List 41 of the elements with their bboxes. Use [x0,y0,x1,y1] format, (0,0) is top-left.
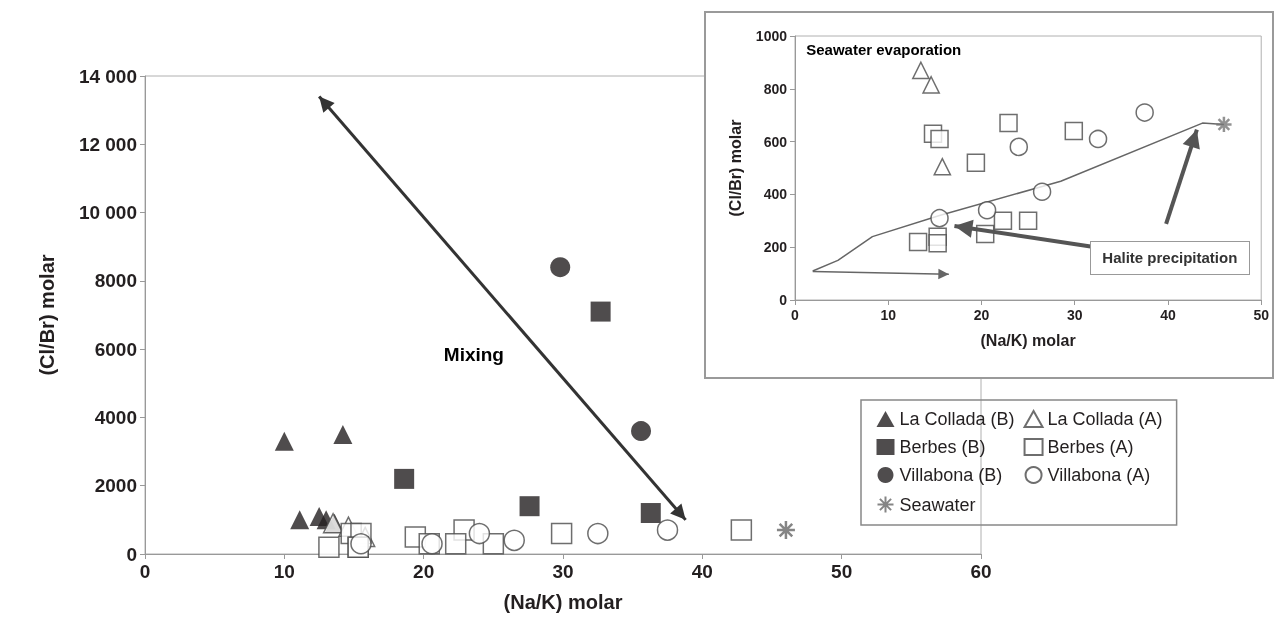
legend-label: La Collada (A) [1047,409,1163,429]
x-tick-label: 20 [413,561,435,582]
legend-label: Berbes (B) [899,437,986,457]
x-tick-label: 10 [880,307,897,323]
x-tick-label: 30 [552,561,574,582]
x-tick-label: 40 [691,561,713,582]
legend-label: Villabona (B) [899,465,1003,485]
x-tick-label: 0 [139,561,151,582]
y-tick-label: 10 000 [78,202,137,224]
y-axis-title: (Cl/Br) molar [726,119,744,217]
x-axis-title: (Na/K) molar [503,591,623,613]
legend-label: La Collada (B) [899,409,1015,429]
x-axis-title: (Na/K) molar [980,331,1076,349]
x-tick-label: 60 [970,561,992,582]
y-tick-label: 800 [763,80,788,97]
x-tick-label: 50 [1253,307,1270,323]
y-tick-label: 0 [779,292,788,308]
legend-label: Villabona (A) [1047,465,1151,485]
y-tick-label: 400 [763,186,788,203]
x-tick-label: 20 [973,307,990,323]
x-tick-label: 0 [791,307,800,323]
x-tick-label: 10 [273,561,295,582]
y-tick-label: 0 [126,543,137,565]
y-tick-label: 200 [763,239,788,256]
y-tick-label: 14 000 [78,65,137,87]
x-tick-label: 40 [1160,307,1176,323]
y-tick-label: 8000 [94,270,137,292]
y-tick-label: 2000 [94,475,137,497]
x-tick-label: 50 [831,561,853,582]
y-axis-title: (Cl/Br) molar [36,254,58,376]
legend-label: Berbes (A) [1047,437,1134,457]
annotation: Halite precipitation [1089,240,1250,275]
legend-label: Seawater [899,494,976,515]
y-tick-label: 600 [763,133,788,150]
y-tick-label: 1000 [755,28,788,44]
annotation: Mixing [443,343,504,366]
y-tick-label: 12 000 [78,133,137,155]
y-tick-label: 6000 [94,338,137,360]
annotation: Seawater evaporation [806,41,962,59]
x-tick-label: 30 [1066,307,1083,323]
y-tick-label: 4000 [94,406,137,428]
